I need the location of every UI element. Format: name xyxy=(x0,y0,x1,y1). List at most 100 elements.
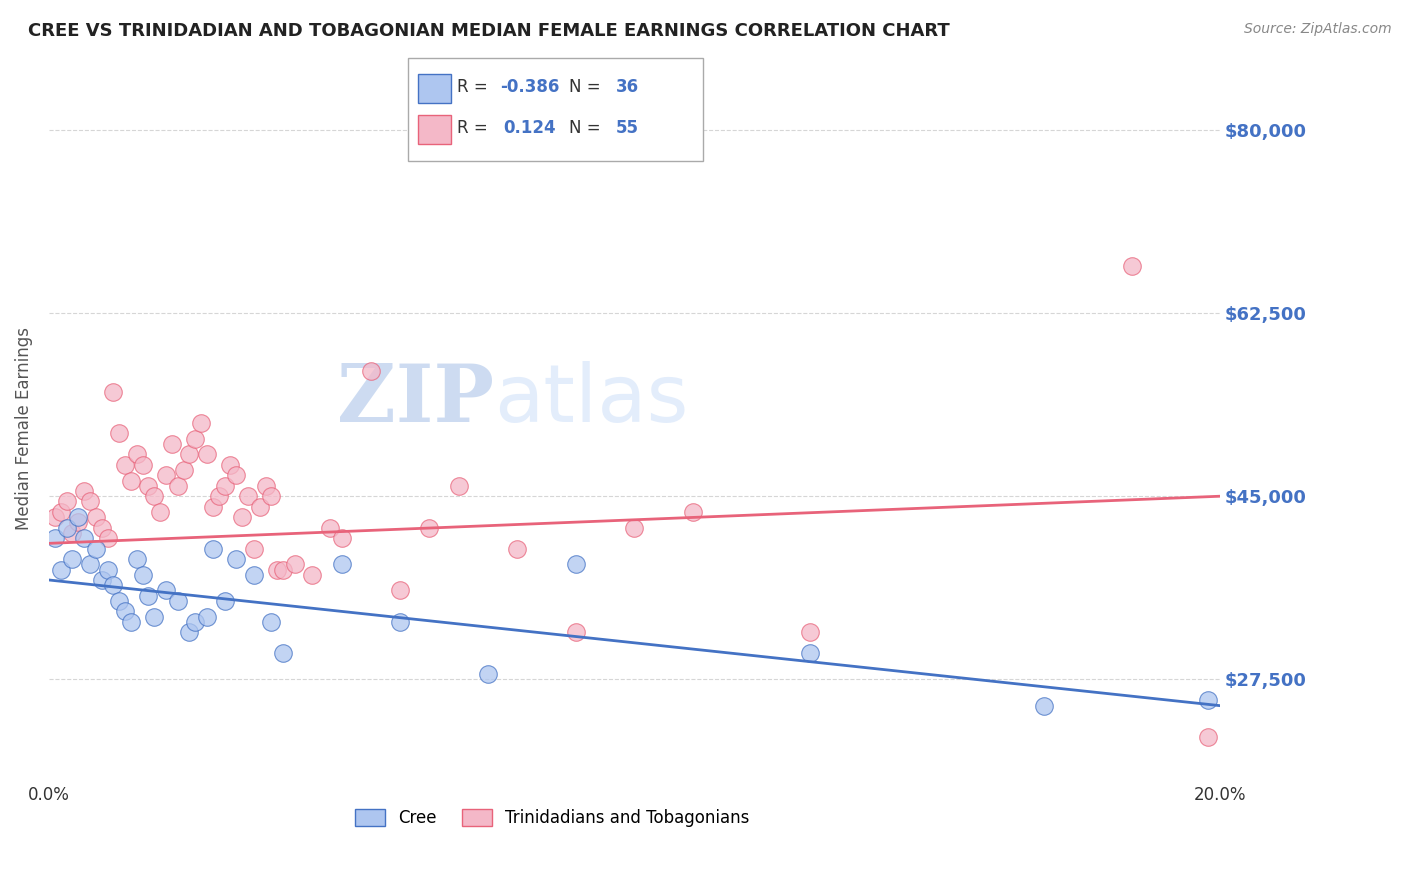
Point xyxy=(103,578,125,592)
Point xyxy=(143,609,166,624)
Point xyxy=(55,521,77,535)
Point xyxy=(389,615,412,629)
Text: R =: R = xyxy=(457,120,494,137)
Point xyxy=(114,604,136,618)
Point xyxy=(155,468,177,483)
Point xyxy=(201,500,224,514)
Point xyxy=(125,447,148,461)
Point xyxy=(231,510,253,524)
Point xyxy=(166,594,188,608)
Point xyxy=(108,594,131,608)
Point xyxy=(60,525,83,540)
Point xyxy=(225,552,247,566)
Point xyxy=(143,489,166,503)
Point xyxy=(179,625,201,640)
Point xyxy=(208,489,231,503)
Text: atlas: atlas xyxy=(494,361,689,439)
Point xyxy=(103,384,125,399)
Point xyxy=(44,531,66,545)
Point xyxy=(236,489,259,503)
Point xyxy=(179,447,201,461)
Point xyxy=(96,531,118,545)
Point xyxy=(155,583,177,598)
Point xyxy=(219,458,242,472)
Point xyxy=(301,567,323,582)
Text: 36: 36 xyxy=(616,78,638,96)
Point xyxy=(389,583,412,598)
Point xyxy=(67,510,90,524)
Point xyxy=(184,432,207,446)
Point xyxy=(565,625,588,640)
Point xyxy=(190,416,212,430)
Point xyxy=(623,521,645,535)
Point xyxy=(214,594,236,608)
Point xyxy=(260,489,283,503)
Point xyxy=(73,531,96,545)
Point xyxy=(195,447,218,461)
Point xyxy=(266,562,288,576)
Point xyxy=(84,541,107,556)
Point xyxy=(49,562,72,576)
Point xyxy=(149,505,172,519)
Point xyxy=(49,505,72,519)
Point xyxy=(55,494,77,508)
Text: Source: ZipAtlas.com: Source: ZipAtlas.com xyxy=(1244,22,1392,37)
Text: -0.386: -0.386 xyxy=(501,78,560,96)
Text: R =: R = xyxy=(457,78,494,96)
Point xyxy=(330,558,353,572)
Point xyxy=(243,567,266,582)
Point xyxy=(447,479,470,493)
Point xyxy=(60,552,83,566)
Point xyxy=(477,667,499,681)
Point xyxy=(260,615,283,629)
Point xyxy=(1033,698,1056,713)
Text: 55: 55 xyxy=(616,120,638,137)
Text: N =: N = xyxy=(569,78,606,96)
Point xyxy=(418,521,440,535)
Point xyxy=(44,510,66,524)
Point xyxy=(138,479,160,493)
Legend: Cree, Trinidadians and Tobagonians: Cree, Trinidadians and Tobagonians xyxy=(349,802,756,834)
Point xyxy=(271,562,294,576)
Point xyxy=(131,567,153,582)
Point xyxy=(108,426,131,441)
Point xyxy=(1197,730,1219,744)
Point xyxy=(799,625,821,640)
Point xyxy=(84,510,107,524)
Point xyxy=(682,505,704,519)
Y-axis label: Median Female Earnings: Median Female Earnings xyxy=(15,326,32,530)
Point xyxy=(254,479,277,493)
Point xyxy=(114,458,136,472)
Point xyxy=(131,458,153,472)
Point xyxy=(565,558,588,572)
Text: ZIP: ZIP xyxy=(337,361,494,439)
Point xyxy=(73,483,96,498)
Point xyxy=(284,558,307,572)
Point xyxy=(67,516,90,530)
Text: N =: N = xyxy=(569,120,606,137)
Point xyxy=(799,646,821,660)
Point xyxy=(214,479,236,493)
Point xyxy=(173,463,195,477)
Point xyxy=(249,500,271,514)
Point xyxy=(225,468,247,483)
Point xyxy=(166,479,188,493)
Point xyxy=(160,437,183,451)
Point xyxy=(79,494,101,508)
Point xyxy=(195,609,218,624)
Text: 0.124: 0.124 xyxy=(503,120,555,137)
Point xyxy=(243,541,266,556)
Point xyxy=(506,541,529,556)
Point xyxy=(138,589,160,603)
Point xyxy=(96,562,118,576)
Point xyxy=(125,552,148,566)
Point xyxy=(184,615,207,629)
Point xyxy=(330,531,353,545)
Point xyxy=(90,521,112,535)
Point xyxy=(120,474,142,488)
Text: CREE VS TRINIDADIAN AND TOBAGONIAN MEDIAN FEMALE EARNINGS CORRELATION CHART: CREE VS TRINIDADIAN AND TOBAGONIAN MEDIA… xyxy=(28,22,950,40)
Point xyxy=(271,646,294,660)
Point xyxy=(201,541,224,556)
Point xyxy=(79,558,101,572)
Point xyxy=(360,363,382,377)
